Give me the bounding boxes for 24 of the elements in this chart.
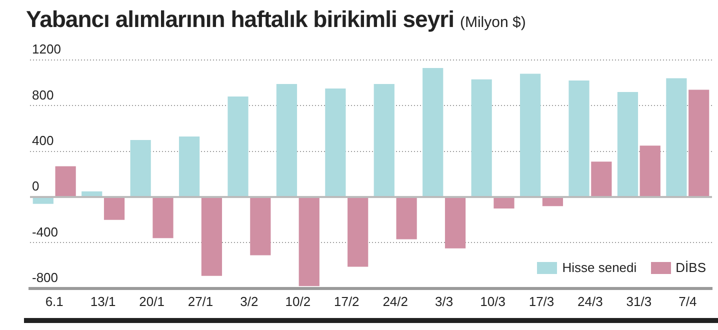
legend-label: Hisse senedi xyxy=(562,260,637,276)
x-tick-label: 17/2 xyxy=(334,294,360,309)
x-tick-label: 20/1 xyxy=(139,294,164,309)
x-tick-label: 17/3 xyxy=(528,294,554,309)
chart-subtitle: (Milyon $) xyxy=(460,14,526,31)
y-tick-label: 0 xyxy=(32,178,40,194)
x-tick-label: 24/2 xyxy=(382,294,408,309)
x-tick-label: 7/4 xyxy=(678,294,697,309)
x-tick-label: 6.1 xyxy=(45,294,64,309)
x-tick-label: 27/1 xyxy=(188,294,214,309)
legend-label: DİBS xyxy=(676,260,706,276)
y-tick-label: -400 xyxy=(32,224,58,240)
x-tick-label: 10/3 xyxy=(480,294,506,309)
y-tick-label: -800 xyxy=(32,270,58,285)
chart-title: Yabancı alımlarının haftalık birikimli seyri xyxy=(26,6,454,32)
x-tick-label: 31/3 xyxy=(626,294,652,309)
x-tick-label: 24/3 xyxy=(578,294,603,309)
x-tick-label: 3/3 xyxy=(435,294,454,309)
x-tick-label: 3/2 xyxy=(240,294,258,309)
x-tick-label: 10/2 xyxy=(285,294,311,309)
y-tick-label: 1200 xyxy=(32,42,61,57)
y-tick-label: 400 xyxy=(32,132,54,148)
y-tick-label: 800 xyxy=(32,87,54,102)
x-tick-label: 13/1 xyxy=(90,294,116,309)
